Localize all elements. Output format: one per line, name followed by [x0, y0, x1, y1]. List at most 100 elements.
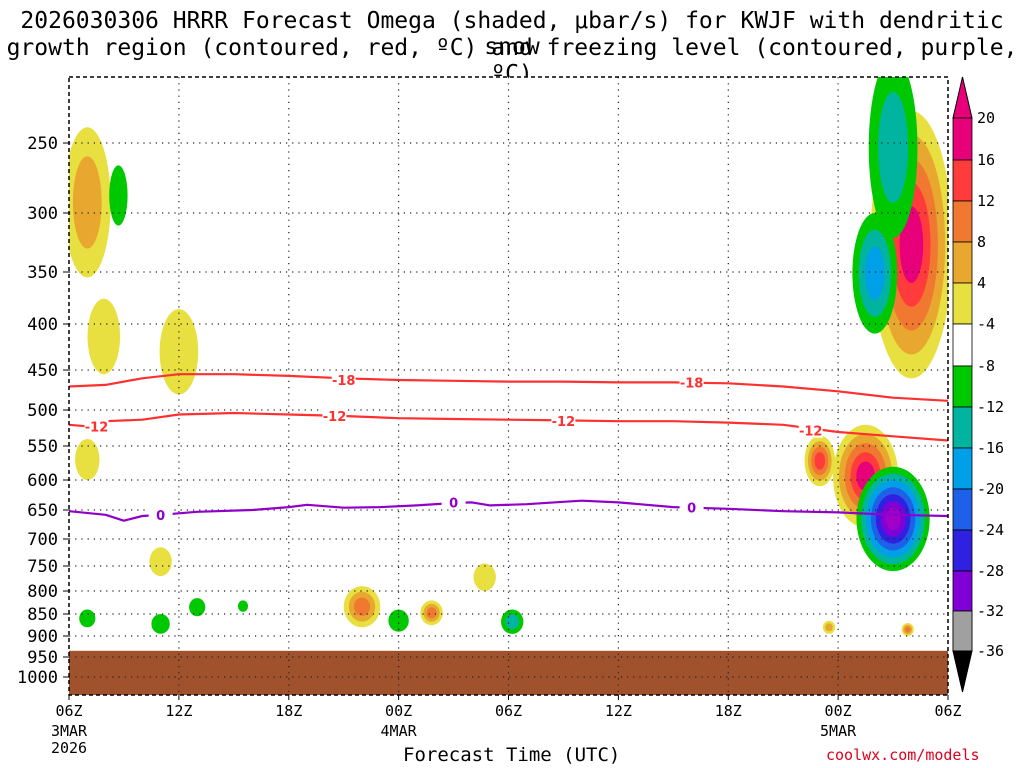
y-tick-label-650: 650 — [27, 501, 58, 521]
y-tick-label-500: 500 — [27, 401, 58, 421]
y-tick-label-1000: 1000 — [17, 668, 58, 688]
omega-shading — [69, 77, 948, 636]
y-tick-label-700: 700 — [27, 530, 58, 550]
omega-cell-19-level-2 — [864, 246, 885, 301]
contour-label-freezing-level-0-2: 0 — [687, 502, 696, 517]
colorbar-bin-9 — [952, 488, 973, 531]
colorbar-bin-8 — [952, 447, 973, 490]
omega-cell-0-level-1 — [72, 156, 102, 249]
contour-labels: -18 -18 -12 -12 -12 -12 0 0 0 — [84, 372, 823, 524]
contour-dgz-minus-12 — [69, 411, 948, 442]
colorbar-bin-0 — [952, 117, 973, 161]
contour-label-dgz-minus-12-2: -12 — [552, 415, 576, 430]
y-tick-label-550: 550 — [27, 437, 58, 457]
contour-label-dgz-minus-12-3: -12 — [799, 425, 823, 440]
y-tick-label-750: 750 — [27, 557, 58, 577]
x-tick-sublabel-7-0: 5MAR — [820, 722, 857, 740]
omega-cell-16-level-3 — [814, 452, 826, 470]
colorbar-bin-7 — [952, 406, 973, 449]
omega-cell-2-level-0 — [87, 298, 121, 375]
omega-cell-18-level-6 — [885, 507, 901, 530]
y-tick-label-850: 850 — [27, 605, 58, 625]
omega-cell-20-level-1 — [878, 92, 909, 203]
colorbar-label-0: 20 — [977, 109, 995, 127]
y-tick-label-350: 350 — [27, 263, 58, 283]
chart-title-line-1: 2026030306 HRRR Forecast Omega (shaded, … — [20, 8, 1004, 60]
colorbar-label-5: -4 — [977, 315, 995, 333]
colorbar-label-1: 16 — [977, 151, 995, 169]
contour-label-dgz-minus-12-0: -12 — [85, 420, 109, 435]
chart-title-line-2: growth region (contoured, red, ºC) and f… — [6, 35, 1018, 87]
colorbar-label-3: 8 — [977, 233, 986, 251]
contour-label-bg-dgz-minus-12-0 — [84, 418, 109, 434]
contour-label-dgz-minus-18-1: -18 — [680, 376, 704, 391]
x-tick-label-6: 18Z — [715, 702, 742, 720]
colorbar-bin-2 — [952, 200, 973, 243]
y-tick-label-800: 800 — [27, 582, 58, 602]
contour-label-bg-dgz-minus-18-0 — [331, 372, 356, 387]
colorbar-label-10: -24 — [977, 521, 1004, 539]
contour-label-bg-dgz-minus-12-3 — [798, 422, 823, 438]
colorbar-label-8: -16 — [977, 439, 1004, 457]
omega-cell-11-level-0 — [388, 609, 409, 632]
y-tick-label-400: 400 — [27, 315, 58, 335]
omega-cell-12-level-2 — [426, 607, 437, 619]
plot-frame — [68, 76, 949, 696]
colorbar-bottom-arrow — [952, 650, 973, 693]
colorbar-label-11: -28 — [977, 562, 1004, 580]
y-tick-label-950: 950 — [27, 648, 58, 668]
omega-cell-5-level-0 — [149, 547, 172, 577]
x-tick-label-7: 00Z — [825, 702, 852, 720]
omega-cell-17-level-4 — [899, 206, 924, 283]
omega-cell-22-level-1 — [825, 623, 833, 632]
y-tick-label-600: 600 — [27, 471, 58, 491]
contour-label-bg-freezing-level-0-0 — [148, 506, 173, 522]
x-tick-label-5: 12Z — [605, 702, 632, 720]
omega-cell-6-level-0 — [79, 609, 96, 628]
contour-label-dgz-minus-18-0: -18 — [332, 374, 356, 389]
y-tick-label-450: 450 — [27, 361, 58, 381]
x-tick-label-0: 06Z — [55, 702, 82, 720]
colorbar-label-6: -8 — [977, 357, 995, 375]
contour-label-bg-dgz-minus-12-1 — [322, 408, 347, 423]
colorbar-top-arrow — [952, 76, 973, 119]
colorbar-label-13: -36 — [977, 642, 1004, 660]
x-tick-label-3: 00Z — [385, 702, 412, 720]
colorbar-bin-3 — [952, 241, 973, 284]
y-axis: 2503003504004505005506006507007508008509… — [17, 134, 69, 688]
colorbar-label-2: 12 — [977, 192, 995, 210]
colorbar: 20 16 12 8 4 -4 -8 -12 -16 -20 -24 -28 -32 -36 — [952, 76, 1004, 693]
omega-cell-8-level-0 — [189, 598, 206, 617]
contour-label-bg-dgz-minus-18-1 — [679, 374, 704, 390]
contour-dgz-minus-18 — [69, 373, 948, 402]
credit-link[interactable]: coolwx.com/models — [826, 746, 980, 764]
colorbar-bin-4 — [952, 282, 973, 325]
x-tick-sublabel-0-0: 3MAR — [51, 722, 88, 740]
x-tick-label-4: 06Z — [495, 702, 522, 720]
omega-cell-21-level-2 — [905, 626, 911, 633]
y-tick-label-900: 900 — [27, 627, 58, 647]
contour-label-dgz-minus-12-1: -12 — [323, 410, 347, 425]
x-tick-label-1: 12Z — [165, 702, 192, 720]
y-tick-label-300: 300 — [27, 204, 58, 224]
omega-cell-10-level-2 — [353, 597, 371, 616]
contour-label-bg-freezing-level-0-2 — [679, 499, 704, 515]
colorbar-bin-10 — [952, 529, 973, 572]
colorbar-label-7: -12 — [977, 398, 1004, 416]
omega-cell-14-level-1 — [505, 614, 520, 630]
x-tick-sublabel-3-0: 4MAR — [381, 722, 418, 740]
colorbar-bin-11 — [952, 570, 973, 612]
colorbar-label-9: -20 — [977, 480, 1004, 498]
gridlines — [69, 77, 948, 695]
omega-cell-9-level-0 — [237, 600, 249, 612]
contour-label-freezing-level-0-0: 0 — [156, 509, 165, 524]
x-tick-label-2: 18Z — [275, 702, 302, 720]
x-tick-label-8: 06Z — [934, 702, 961, 720]
omega-cell-4-level-0 — [75, 439, 100, 480]
omega-cell-7-level-0 — [151, 614, 170, 634]
x-axis-title: Forecast Time (UTC) — [403, 744, 621, 766]
y-tick-label-250: 250 — [27, 134, 58, 154]
